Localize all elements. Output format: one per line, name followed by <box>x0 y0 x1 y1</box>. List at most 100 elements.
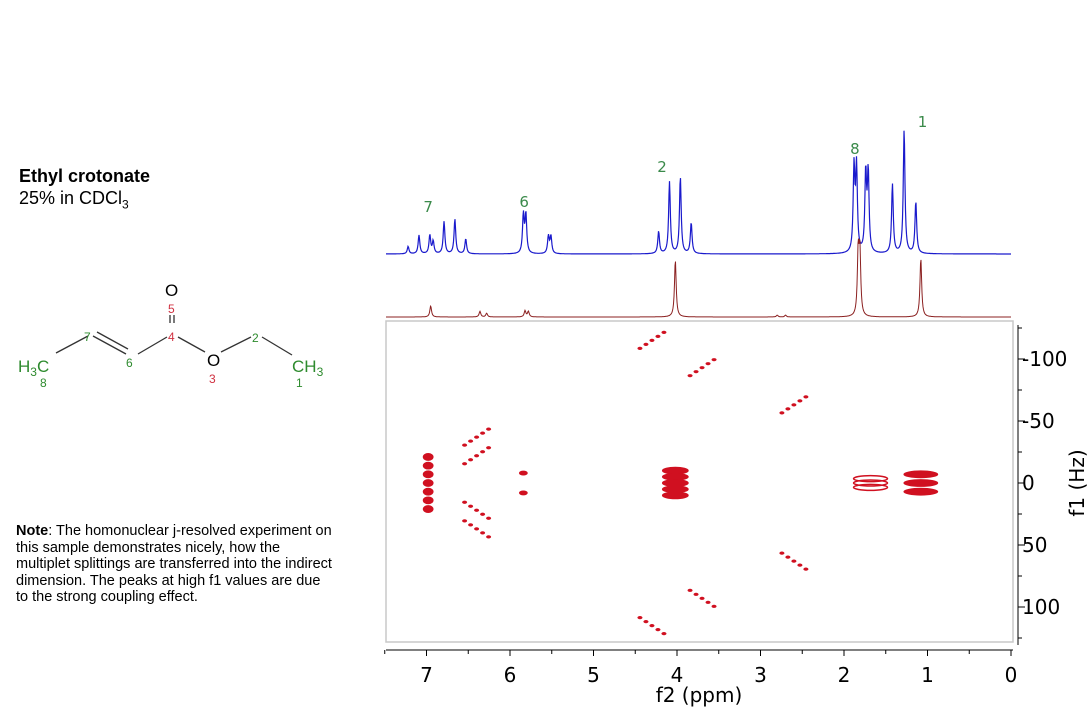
contour-artifact-dot <box>711 604 717 608</box>
contour-peak <box>852 474 889 483</box>
contour-artifact-dot <box>637 346 643 350</box>
contour-peak <box>422 479 434 487</box>
contour-peak <box>852 479 889 487</box>
peak-label-8: 8 <box>850 140 860 158</box>
contour-peak <box>422 461 434 470</box>
contour-artifact-dot <box>705 362 711 366</box>
contour-artifact-dot <box>699 366 705 370</box>
contour-artifact-dot <box>785 555 791 559</box>
contour-peak <box>422 505 434 513</box>
contour-artifact-dot <box>791 403 797 407</box>
contour-artifact-dot <box>711 358 717 362</box>
y-tick-label: -50 <box>1022 409 1055 433</box>
x-tick-label: 2 <box>838 663 851 687</box>
methyl-group-1: CH3 <box>292 357 324 379</box>
carbonyl-oxygen: O <box>165 281 178 300</box>
contour-artifact-dot <box>468 504 474 508</box>
y-tick-label: 50 <box>1022 533 1047 557</box>
contour-artifact-dot <box>486 446 492 450</box>
compound-title-block: Ethyl crotonate 25% in CDCl3 <box>19 165 150 216</box>
contour-artifact-dot <box>705 600 711 604</box>
contour-artifact-dot <box>462 462 468 466</box>
contour-peak <box>852 483 889 492</box>
note-text: : The homonuclear j-resolved experiment … <box>16 523 332 605</box>
atom-number-7: 7 <box>84 330 91 344</box>
contour-artifact-dot <box>797 399 803 403</box>
y-axis-label: f1 (Hz) <box>1065 449 1089 516</box>
x-tick-label: 6 <box>504 663 517 687</box>
contour-artifact-dot <box>474 454 480 458</box>
contour-artifact-dot <box>462 443 468 447</box>
contour-peak <box>903 479 939 487</box>
atom-number-2: 2 <box>252 331 259 345</box>
y-tick-label: 0 <box>1022 471 1035 495</box>
atom-number-8: 8 <box>40 376 47 390</box>
contour-artifact-dot <box>486 427 492 431</box>
peak-label-7: 7 <box>423 198 433 216</box>
x-axis-label: f2 (ppm) <box>656 683 743 707</box>
note-label: Note <box>16 523 49 539</box>
contour-artifact-dot <box>462 500 468 504</box>
contour-artifact-dot <box>797 563 803 567</box>
note-paragraph: Note: The homonuclear j-resolved experim… <box>16 523 336 606</box>
contour-artifact-dot <box>785 407 791 411</box>
contour-peak <box>661 491 689 500</box>
contour-artifact-dot <box>649 624 655 628</box>
contour-artifact-dot <box>687 588 693 592</box>
contour-artifact-dot <box>480 512 486 516</box>
contour-artifact-dot <box>699 596 705 600</box>
contour-artifact-dot <box>655 334 661 338</box>
contour-peak <box>518 470 528 476</box>
contour-artifact-dot <box>791 559 797 563</box>
x-tick-label: 7 <box>420 663 433 687</box>
x-tick-label: 1 <box>921 663 934 687</box>
contour-artifact-dot <box>474 508 480 512</box>
y-tick-label: 100 <box>1022 595 1060 619</box>
x-tick-label: 3 <box>754 663 767 687</box>
contour-artifact-dot <box>649 338 655 342</box>
contour-artifact-dot <box>462 519 468 523</box>
contour-artifact-dot <box>779 411 785 415</box>
contour-artifact-dot <box>637 616 643 620</box>
ester-oxygen: O <box>207 351 220 370</box>
atom-number-3: 3 <box>209 372 216 386</box>
contour-peak <box>903 487 939 496</box>
contour-artifact-dot <box>661 330 667 334</box>
contour-artifact-dot <box>643 342 649 346</box>
contour-artifact-dot <box>779 551 785 555</box>
contour-artifact-dot <box>474 527 480 531</box>
contour-artifact-dot <box>643 620 649 624</box>
atom-number-6: 6 <box>126 356 133 370</box>
contour-peak <box>422 453 434 461</box>
f2-projection-spectrum <box>386 238 1011 318</box>
x-axis-ticks: 7 6 5 4 3 2 1 0 <box>384 650 1017 687</box>
x-tick-label: 5 <box>587 663 600 687</box>
concentration-text: 25% in CDCl <box>19 188 123 208</box>
peak-labels: 7 6 2 8 1 <box>423 113 927 216</box>
methyl-group-8: H3C <box>18 357 49 379</box>
contour-artifact-dot <box>480 450 486 454</box>
contour-artifact-dot <box>480 531 486 535</box>
compound-name: Ethyl crotonate <box>19 166 151 186</box>
atom-number-1: 1 <box>296 376 303 390</box>
contour-artifact-dot <box>693 370 699 374</box>
contour-artifact-dot <box>693 592 699 596</box>
contour-peak <box>422 487 434 496</box>
contour-peak <box>422 496 434 505</box>
peak-label-1: 1 <box>918 113 928 131</box>
contour-artifact-dot <box>474 435 480 439</box>
y-tick-label: -100 <box>1022 347 1067 371</box>
contour-peak <box>518 490 528 496</box>
atom-number-5: 5 <box>168 302 175 316</box>
compound-concentration: 25% in CDCl3 <box>19 187 150 216</box>
contour-artifact-dot <box>486 516 492 520</box>
contour-artifact-dot <box>468 523 474 527</box>
y-axis-ticks: -100 -50 0 50 100 <box>1018 327 1067 639</box>
peak-label-6: 6 <box>519 193 529 211</box>
atom-number-4: 4 <box>168 330 175 344</box>
contour-artifact-dot <box>655 628 661 632</box>
contour-artifact-dot <box>803 395 809 399</box>
chemical-structure: O 5 4 O 3 7 6 2 H3C 8 CH3 1 <box>18 281 324 390</box>
peak-label-2: 2 <box>657 158 667 176</box>
